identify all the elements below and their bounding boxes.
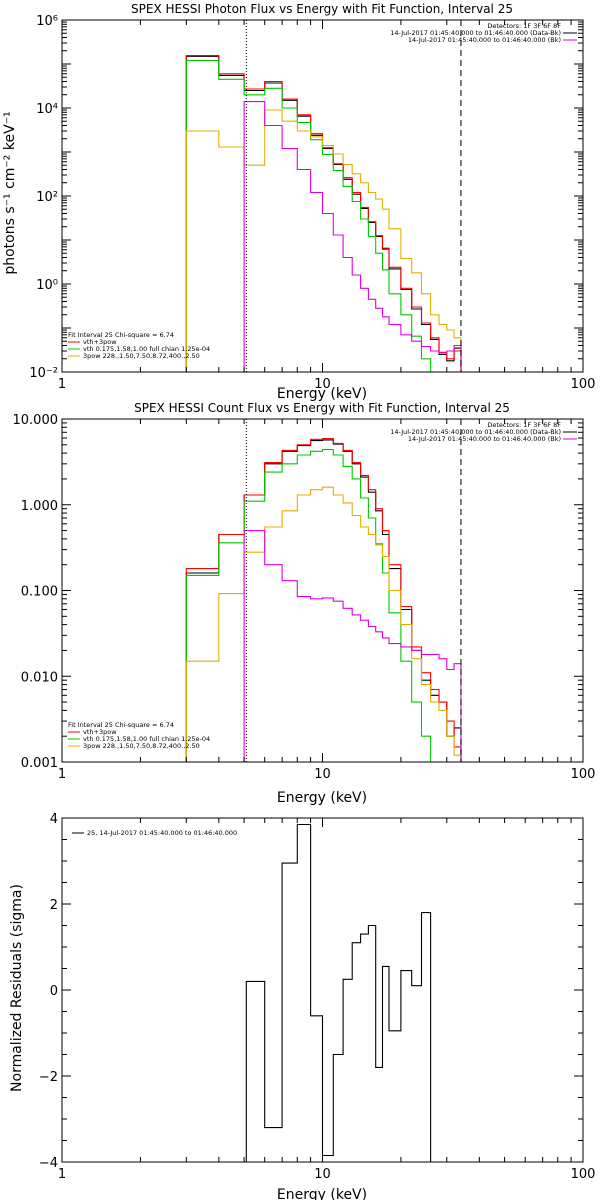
series-data-bk: [185, 55, 462, 372]
y-tick-label: −4: [39, 1156, 58, 1171]
y-tick-label: 0: [50, 984, 58, 999]
series-data-bk: [185, 439, 462, 762]
series-group: [185, 438, 462, 762]
y-tick-label: 10⁶: [36, 14, 58, 29]
y-tick-label: 0.100: [21, 585, 58, 600]
legend-top-right-entry: 14-Jul-2017 01:45:40.000 to 01:46:40.000…: [390, 428, 561, 436]
y-axis-label: photons s⁻¹ cm⁻² keV⁻¹: [2, 111, 18, 274]
x-tick-label: 100: [571, 1167, 596, 1182]
series-3pow: [185, 109, 462, 372]
plot-frame: [61, 418, 584, 763]
series-group: [245, 823, 432, 1162]
x-tick-label: 100: [571, 377, 596, 392]
legend-bottom-left-entry: vth+3pow: [83, 338, 117, 346]
series-bk: [243, 101, 462, 372]
x-tick-label: 10: [314, 767, 331, 782]
series-vth-3pow: [185, 438, 462, 762]
y-tick-label: 4: [50, 812, 58, 827]
y-tick-label: 10⁻²: [29, 366, 58, 381]
y-tick-label: 10⁰: [36, 278, 58, 293]
legend-bottom-left-entry: Fit Interval 25 Chi-square = 6.74: [68, 721, 174, 729]
x-tick-label: 10: [314, 1167, 331, 1182]
series-group: [185, 55, 462, 372]
x-tick-label: 10: [314, 377, 331, 392]
x-tick-label: 1: [58, 767, 66, 782]
legend-top-left-entry: 25, 14-Jul-2017 01:45:40.000 to 01:46:40…: [87, 829, 237, 837]
y-tick-label: 0.001: [21, 756, 58, 771]
y-tick-label: 10.000: [13, 413, 59, 428]
chart-title: SPEX HESSI Count Flux vs Energy with Fit…: [134, 401, 510, 415]
y-tick-label: −2: [39, 1070, 58, 1085]
y-tick-label: 2: [50, 898, 58, 913]
series-vth: [185, 449, 461, 762]
photon-flux-chart: SPEX HESSI Photon Flux vs Energy with Fi…: [2, 2, 595, 402]
y-tick-label: 0.010: [21, 670, 58, 685]
y-tick-label: 1.000: [21, 499, 58, 514]
legend-top-right-entry: Detectors: 1F 3F 6F 8F: [487, 22, 561, 30]
x-tick-label: 100: [571, 767, 596, 782]
legend-top-right-entry: 14-Jul-2017 01:45:40.000 to 01:46:40.000…: [408, 435, 561, 443]
series-vth-3pow: [185, 55, 462, 372]
series-residuals: [245, 823, 432, 1162]
x-tick-label: 1: [58, 1167, 66, 1182]
series-vth: [185, 59, 461, 372]
legend-top-right-entry: 14-Jul-2017 01:45:40.000 to 01:46:40.000…: [390, 29, 561, 37]
legend-bottom-left-entry: 3pow 228.,1.50,7.50,8.72,400.,2.50: [83, 352, 200, 360]
y-axis-label: Normalized Residuals (sigma): [9, 884, 25, 1092]
legend-bottom-left-entry: vth 0.175,1.58,1.00 full chian 1.25e-04: [83, 735, 210, 743]
legend-top-right-entry: Detectors: 1F 3F 6F 8F: [487, 421, 561, 429]
legend-bottom-left-entry: 3pow 228.,1.50,7.50,8.72,400.,2.50: [83, 742, 200, 750]
y-tick-label: 10²: [36, 190, 58, 205]
x-axis-label: Energy (keV): [277, 790, 367, 806]
legend-bottom-left-entry: Fit Interval 25 Chi-square = 6.74: [68, 331, 174, 339]
x-tick-label: 1: [58, 377, 66, 392]
y-tick-label: 10⁴: [36, 102, 58, 117]
residuals-chart: Energy (keV) Normalized Residuals (sigma…: [9, 812, 595, 1200]
series-3pow: [185, 486, 462, 762]
series-bk: [243, 530, 462, 762]
chart-title: SPEX HESSI Photon Flux vs Energy with Fi…: [131, 2, 513, 16]
legend-top-right-entry: 14-Jul-2017 01:45:40.000 to 01:46:40.000…: [408, 36, 561, 44]
x-axis-label: Energy (keV): [277, 386, 367, 402]
count-flux-chart: SPEX HESSI Count Flux vs Energy with Fit…: [13, 401, 596, 806]
legend-bottom-left-entry: vth+3pow: [83, 728, 117, 736]
x-axis-label: Energy (keV): [277, 1187, 367, 1200]
legend-bottom-left-entry: vth 0.175,1.58,1.00 full chian 1.25e-04: [83, 345, 210, 353]
